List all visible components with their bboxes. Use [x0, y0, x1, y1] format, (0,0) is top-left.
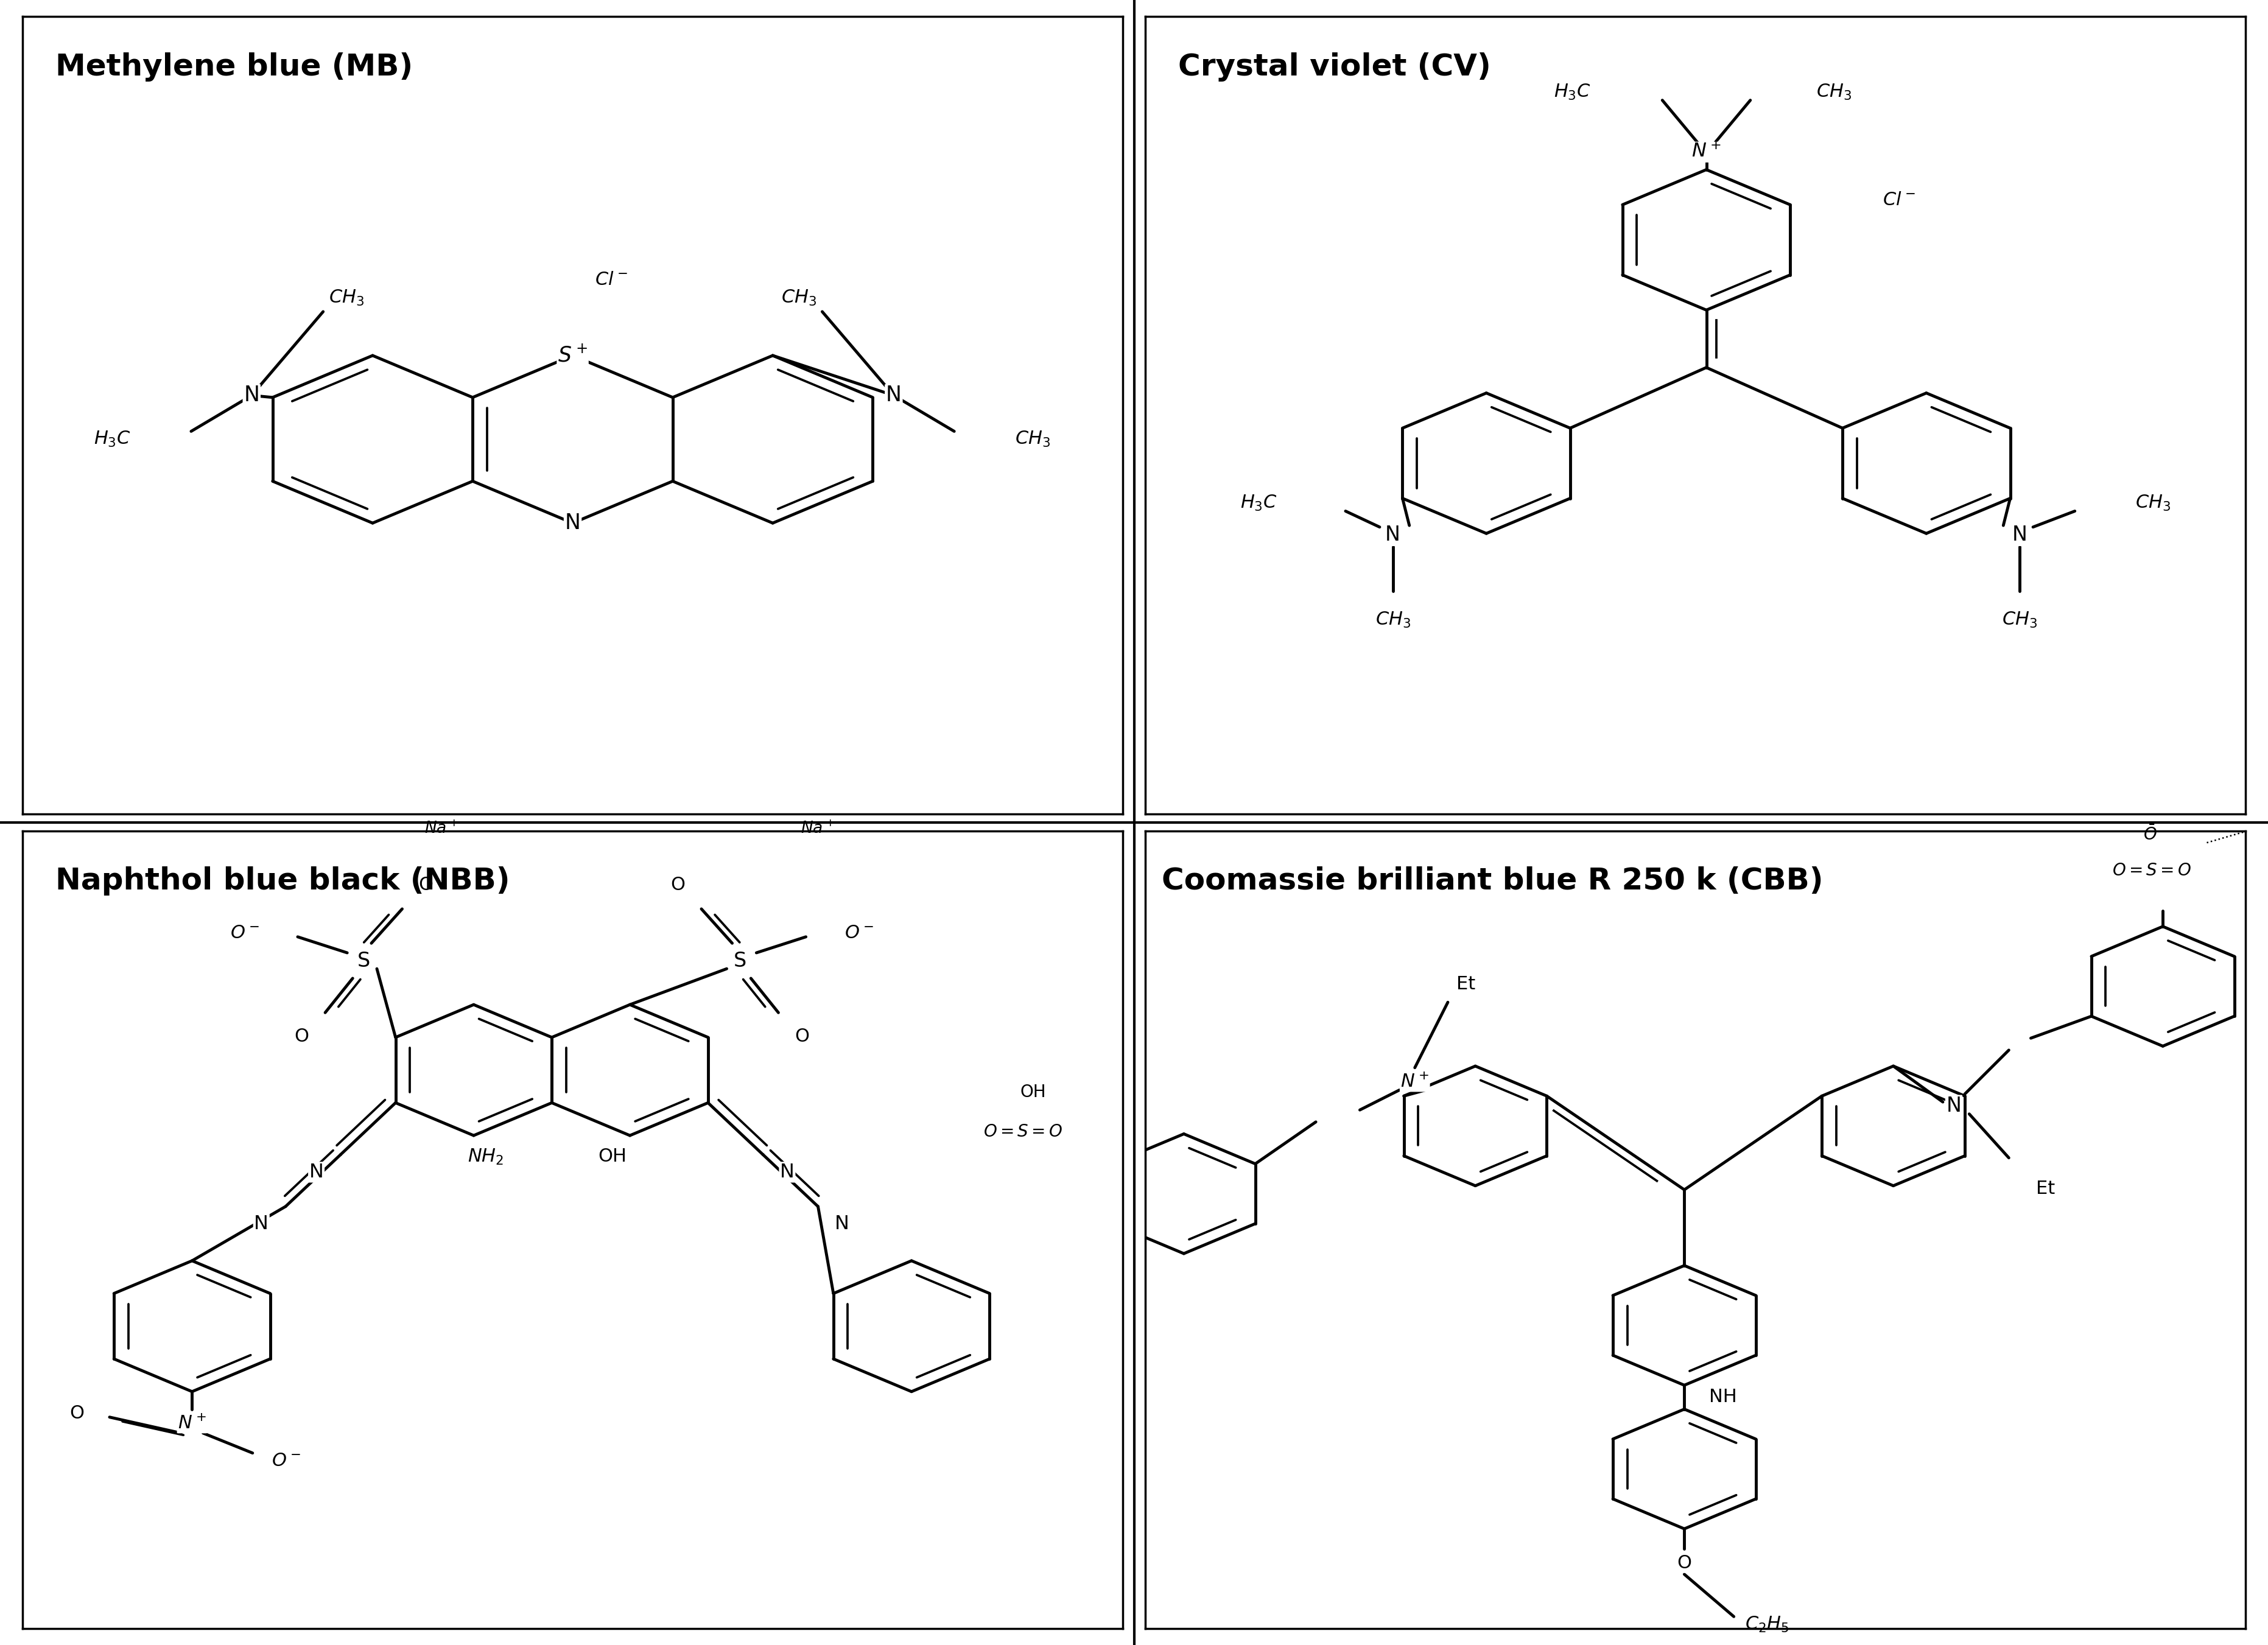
Text: $C_2H_5$: $C_2H_5$	[1744, 1615, 1789, 1633]
Text: N: N	[887, 385, 903, 406]
Text: O: O	[420, 877, 433, 893]
Text: $O^-$: $O^-$	[229, 924, 259, 941]
Text: N: N	[1946, 1096, 1962, 1115]
Text: Methylene blue (MB): Methylene blue (MB)	[57, 53, 413, 82]
Text: $Na^+$: $Na^+$	[424, 821, 458, 837]
Text: $Na^+$: $Na^+$	[801, 821, 835, 837]
Text: OH: OH	[599, 1148, 626, 1165]
Text: O: O	[1676, 1555, 1692, 1573]
Text: N: N	[565, 513, 581, 533]
Text: $H_3C$: $H_3C$	[93, 429, 132, 449]
Text: $CH_3$: $CH_3$	[780, 290, 816, 308]
Text: Et: Et	[2037, 1179, 2055, 1198]
Text: N: N	[308, 1163, 324, 1181]
Text: O: O	[70, 1405, 84, 1421]
Text: $N^+$: $N^+$	[177, 1415, 206, 1433]
Text: $CH_3$: $CH_3$	[1817, 82, 1851, 102]
Text: Coomassie brilliant blue R 250 k (CBB): Coomassie brilliant blue R 250 k (CBB)	[1161, 867, 1823, 897]
Text: $CH_3$: $CH_3$	[329, 290, 365, 308]
Text: $NH_2$: $NH_2$	[467, 1148, 503, 1166]
Text: O: O	[295, 1028, 308, 1045]
Text: NH: NH	[1708, 1388, 1737, 1406]
Text: N: N	[780, 1163, 794, 1181]
Text: OH: OH	[1021, 1084, 1046, 1101]
Text: O: O	[794, 1028, 810, 1045]
Text: $\bar{O}$: $\bar{O}$	[2143, 826, 2157, 844]
Text: N: N	[243, 385, 259, 406]
Text: S: S	[733, 951, 746, 971]
Text: $Cl^-$: $Cl^-$	[594, 271, 628, 288]
Text: $H_3C$: $H_3C$	[1554, 82, 1590, 102]
Text: N: N	[2012, 525, 2028, 544]
Text: $S^+$: $S^+$	[558, 345, 587, 367]
Text: Crystal violet (CV): Crystal violet (CV)	[1179, 53, 1490, 82]
Text: N: N	[835, 1214, 850, 1234]
Text: $CH_3$: $CH_3$	[2134, 494, 2170, 513]
Text: $CH_3$: $CH_3$	[1374, 610, 1411, 630]
Text: N: N	[254, 1214, 268, 1234]
Text: Et: Et	[1456, 975, 1476, 992]
Text: $O^-$: $O^-$	[844, 924, 873, 941]
Text: $CH_3$: $CH_3$	[1014, 429, 1050, 449]
Text: N: N	[1386, 525, 1399, 544]
Text: $CH_3$: $CH_3$	[2003, 610, 2037, 630]
Text: $O=S=O$: $O=S=O$	[2112, 862, 2191, 878]
Text: O: O	[671, 877, 685, 893]
Text: $H_3C$: $H_3C$	[1241, 494, 1277, 513]
Text: $N^+$: $N^+$	[1402, 1073, 1429, 1091]
Text: $N^+$: $N^+$	[1692, 143, 1721, 161]
Text: $O^-$: $O^-$	[272, 1453, 299, 1471]
Text: $O=S=O$: $O=S=O$	[984, 1124, 1064, 1140]
Text: Naphthol blue black (NBB): Naphthol blue black (NBB)	[57, 867, 510, 897]
Text: S: S	[356, 951, 370, 971]
Text: $Cl^-$: $Cl^-$	[1882, 191, 1914, 209]
